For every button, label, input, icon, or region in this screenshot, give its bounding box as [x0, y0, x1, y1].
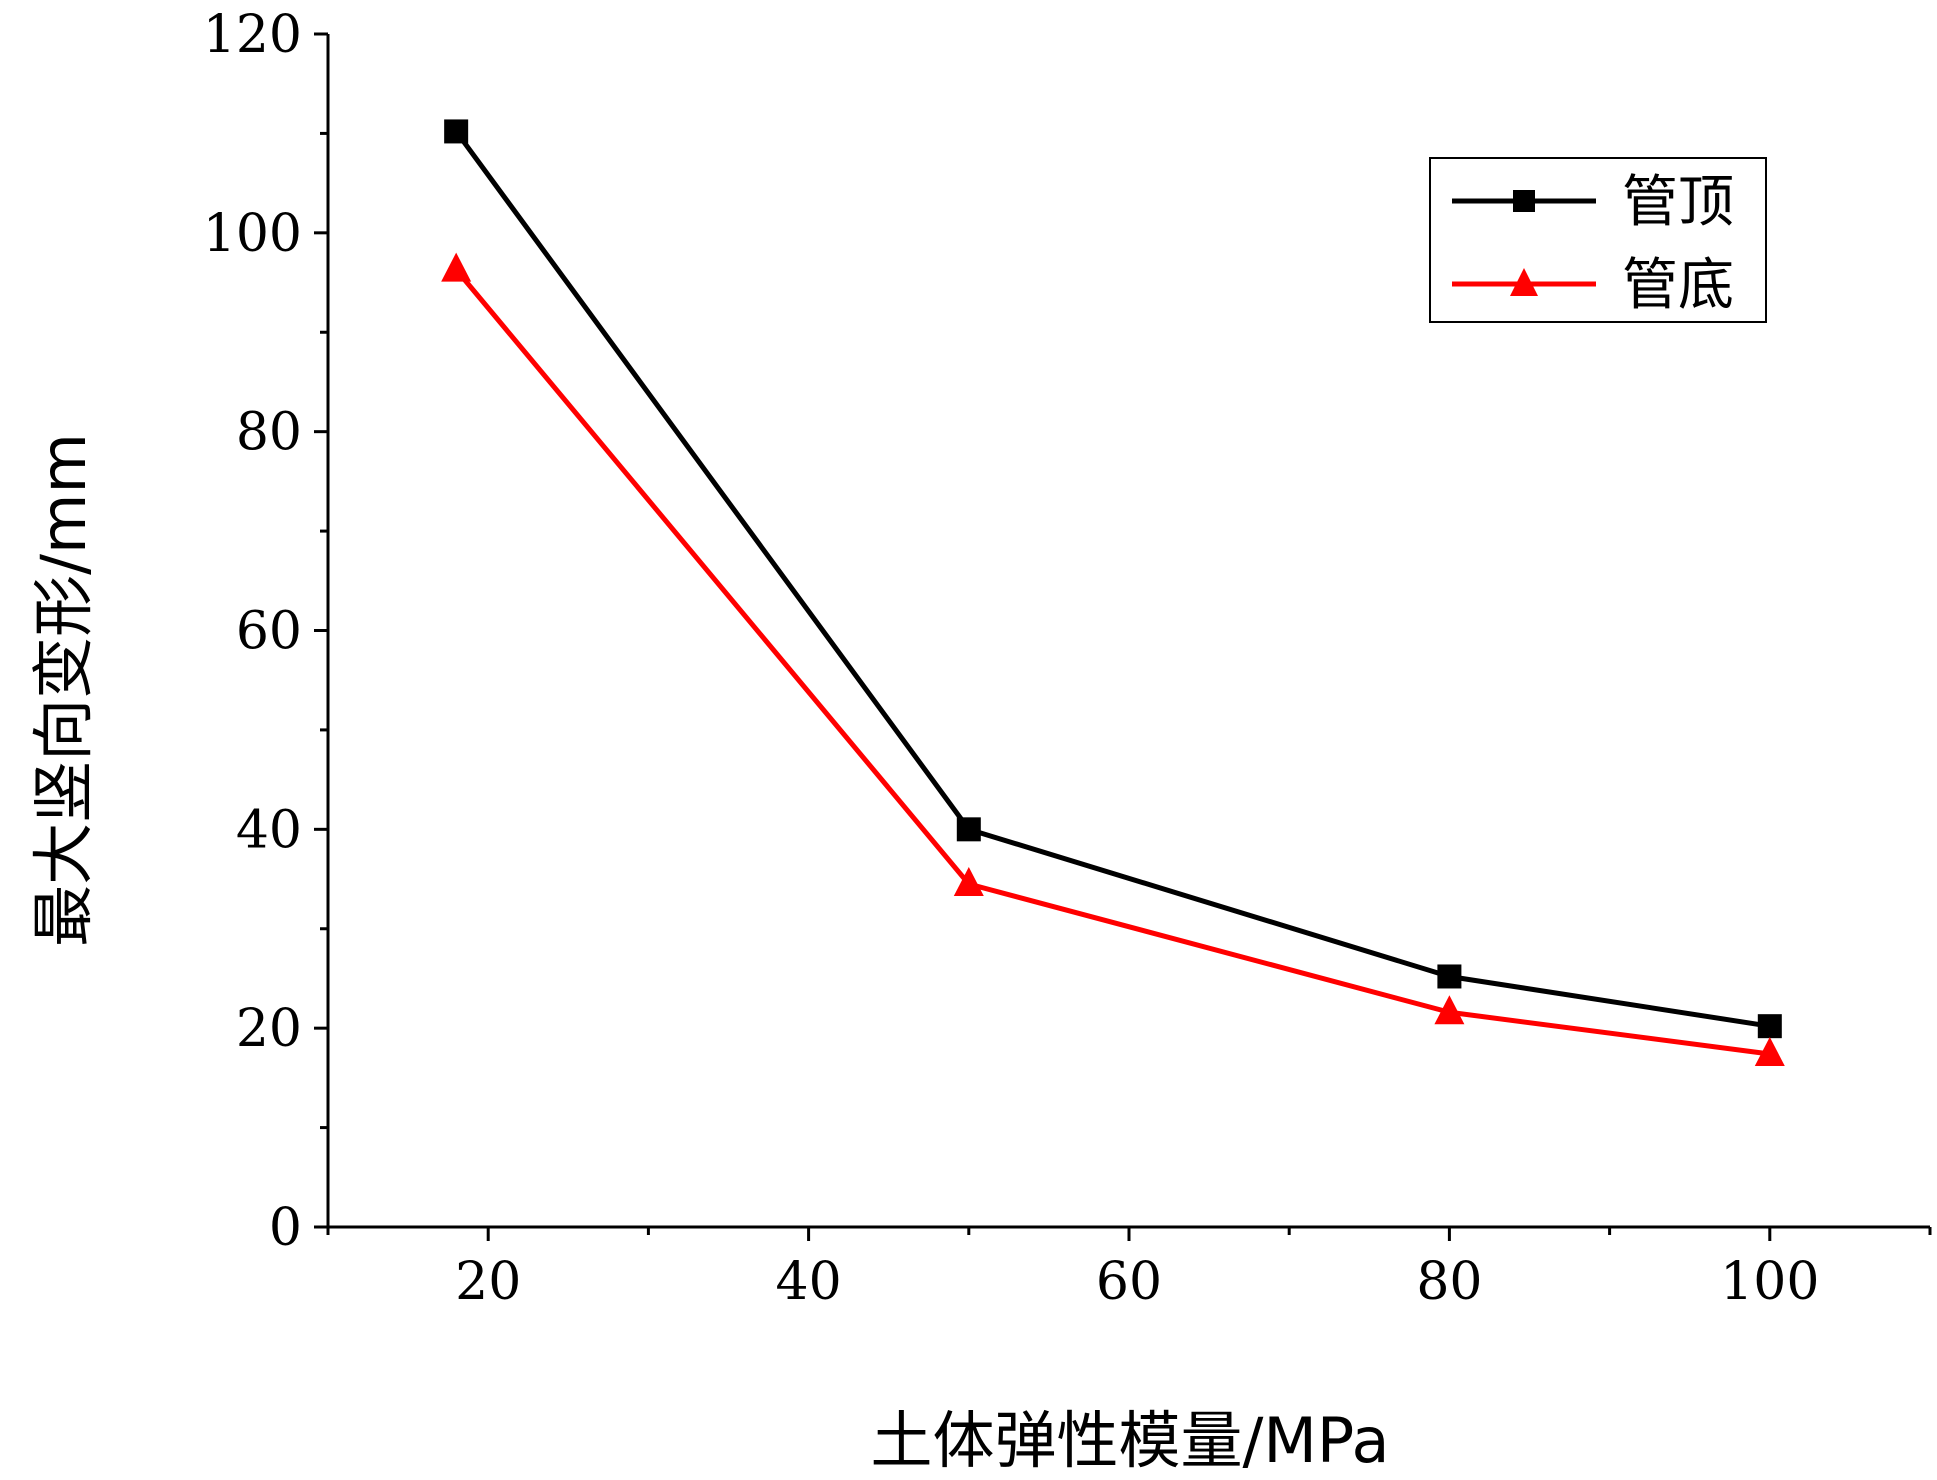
- data-point-triangle: [441, 252, 472, 282]
- legend-box: [1429, 157, 1767, 323]
- series-line-2: [454, 268, 1771, 1057]
- y-tick-label: 120: [203, 5, 302, 65]
- legend: 管顶 管底: [1429, 157, 1767, 323]
- x-tick-label: 40: [776, 1252, 842, 1312]
- series-line-1: [454, 129, 1771, 1029]
- x-tick-label: 100: [1720, 1252, 1819, 1312]
- data-point-triangle: [1434, 995, 1465, 1025]
- y-axis-title: 最大竖向变形/mm: [27, 433, 100, 947]
- legend-marker-series-2: [1510, 268, 1538, 296]
- y-tick-label: 80: [236, 403, 302, 463]
- data-point-triangle: [953, 867, 984, 897]
- x-tick-label: 80: [1416, 1252, 1482, 1312]
- y-tick-label: 100: [203, 204, 302, 264]
- y-tick-label: 40: [236, 800, 302, 860]
- legend-label-series-2: 管底: [1622, 253, 1734, 318]
- data-point-square: [1437, 964, 1462, 989]
- data-point-square: [956, 817, 981, 842]
- series-layer: [441, 119, 1785, 1067]
- data-point-square: [1757, 1014, 1782, 1039]
- x-axis-title: 土体弹性模量/MPa: [871, 1404, 1390, 1477]
- y-tick-label: 20: [236, 999, 302, 1059]
- y-tick-label: 0: [269, 1198, 302, 1258]
- legend-label-series-1: 管顶: [1622, 170, 1734, 235]
- axis-ticks: 0 20 40 60 80 100 120 20 40 60 80 100: [203, 5, 1932, 1312]
- data-point-triangle: [1754, 1037, 1785, 1067]
- legend-marker-series-1: [1513, 190, 1535, 212]
- x-tick-label: 20: [455, 1252, 521, 1312]
- y-tick-label: 60: [236, 602, 302, 662]
- data-point-square: [444, 119, 469, 144]
- x-tick-label: 60: [1096, 1252, 1162, 1312]
